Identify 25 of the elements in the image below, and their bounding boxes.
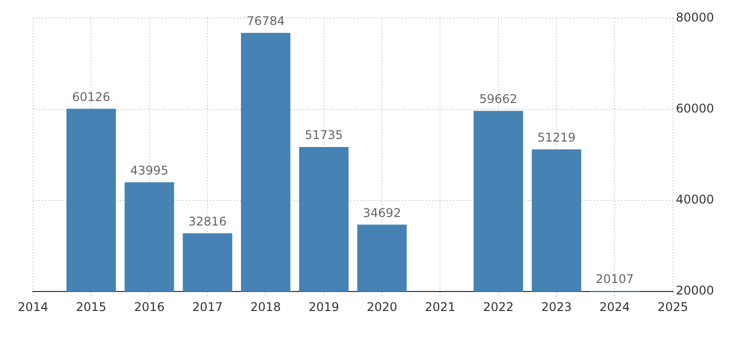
x-tick-label: 2016: [134, 300, 165, 314]
y-tick-label: 60000: [676, 101, 714, 116]
x-tick-label: 2024: [599, 300, 630, 314]
y-tick-label: 80000: [676, 10, 714, 24]
data-label: 60126: [72, 90, 110, 104]
y-tick-label: 40000: [676, 192, 714, 207]
x-tick-label: 2022: [483, 300, 514, 314]
data-label: 51219: [537, 130, 576, 144]
x-tick-label: 2023: [541, 300, 572, 314]
x-tick-label: 2025: [658, 300, 688, 314]
data-label: 34692: [362, 206, 402, 220]
data-label: 59662: [479, 92, 518, 106]
x-tick-label: 2021: [424, 300, 456, 314]
data-label: 20107: [596, 272, 634, 286]
x-tick-label: 2018: [250, 300, 281, 314]
data-label: 32816: [188, 214, 227, 228]
x-tick-label: 2019: [308, 300, 340, 314]
x-tick-label: 2017: [192, 300, 223, 314]
x-tick-label: 2020: [366, 300, 398, 314]
data-label: 76784: [246, 14, 285, 28]
x-tick-label: 2015: [76, 300, 106, 314]
y-tick-label: 20000: [676, 284, 714, 298]
data-label: 51735: [304, 128, 343, 142]
data-label: 43995: [130, 163, 168, 178]
x-tick-label: 2014: [18, 300, 48, 314]
